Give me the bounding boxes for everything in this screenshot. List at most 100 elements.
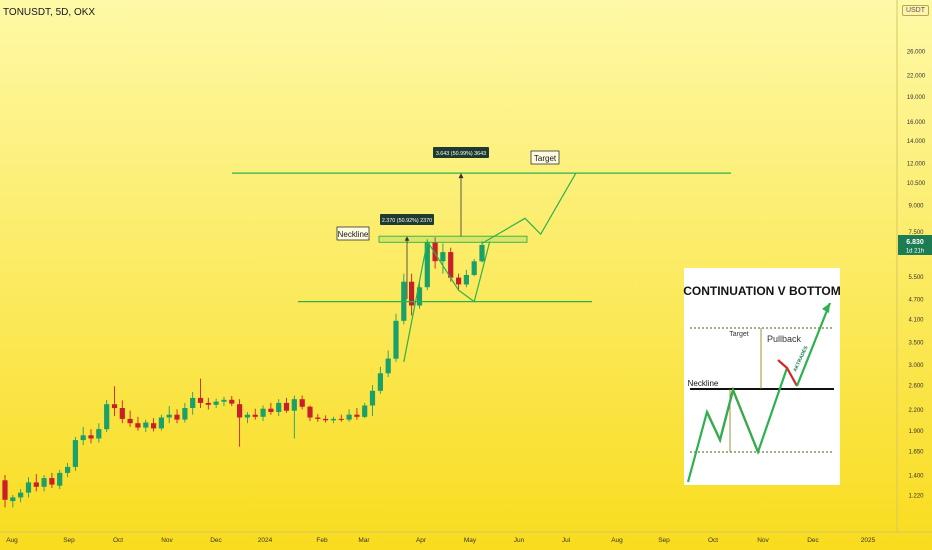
y-tick-label: 14.000 (907, 139, 926, 145)
candle-body (299, 399, 305, 407)
candle-body (221, 399, 227, 402)
y-tick-label: 5.500 (908, 275, 924, 281)
candle-body (197, 397, 204, 403)
y-tick-label: 9.000 (908, 203, 924, 209)
candle-body (276, 402, 282, 412)
candle-body (57, 472, 63, 486)
candle-body (252, 414, 258, 417)
candle-body (96, 429, 102, 439)
candle-body (104, 404, 110, 430)
currency-badge[interactable]: USDT (901, 5, 929, 16)
pattern-line (403, 239, 491, 363)
measure-arrowhead (404, 236, 410, 241)
y-tick-label: 2.600 (908, 384, 924, 390)
measure-arrowhead (458, 173, 464, 179)
candle-body (432, 242, 438, 262)
candle-body (213, 401, 219, 405)
current-price-label: 6.830 (906, 239, 924, 246)
y-tick-label: 4.700 (908, 298, 924, 304)
candle-body (10, 497, 16, 502)
inset-title: CONTINUATION V BOTTOM (683, 284, 841, 298)
candle-body (111, 404, 118, 409)
y-tick-label: 22.000 (907, 74, 926, 80)
candle-body (127, 418, 133, 424)
candle-body (448, 252, 454, 278)
x-tick-label: Mar (358, 537, 370, 544)
candle-body (244, 414, 250, 418)
projection-path (481, 172, 577, 244)
time-axis[interactable]: Aug Sep Oct Nov Dec 2024 Feb Mar Apr May Jun Jul Aug… (6, 537, 875, 544)
x-tick-label: Dec (210, 537, 222, 544)
x-tick-label: 2025 (861, 537, 876, 544)
candle-body (158, 417, 164, 429)
inset-pullback-label: Pullback (767, 334, 802, 344)
y-tick-label: 26.000 (907, 49, 926, 55)
candle-body (456, 277, 462, 285)
y-tick-label: 12.000 (907, 162, 926, 168)
candle-body (283, 402, 290, 411)
candle-body (354, 414, 360, 417)
candle-body (174, 414, 180, 420)
candle-body (369, 390, 376, 406)
candle-body (33, 482, 39, 487)
candle-body (346, 414, 352, 420)
current-price-badge (898, 235, 932, 255)
inset-neckline-label: Neckline (688, 379, 719, 388)
candle-body (463, 275, 469, 285)
inset-diagram: CONTINUATION V BOTTOM Target Pullback Ne… (683, 268, 841, 485)
candle-body (440, 252, 446, 262)
measure-large-box (433, 147, 489, 158)
x-tick-label: Oct (708, 537, 718, 544)
candles-layer (2, 237, 485, 508)
inset-path-green-final (795, 302, 832, 387)
target-label-box (530, 150, 560, 165)
y-tick-label: 3.000 (908, 363, 924, 369)
candle-body (119, 408, 125, 419)
candle-body (80, 435, 86, 441)
candle-body (166, 414, 172, 418)
target-label: Target (534, 154, 557, 163)
candle-body (229, 399, 235, 404)
measure-large-label: 3.643 (50.99%) 3643 (436, 151, 486, 157)
x-tick-label: Jul (562, 537, 571, 544)
measure-small-box (380, 214, 434, 225)
y-tick-label: 1.400 (908, 474, 924, 480)
inset-target-label: Target (729, 331, 749, 338)
candle-body (182, 408, 188, 420)
x-tick-label: Sep (63, 537, 75, 544)
candle-body (377, 373, 383, 391)
x-tick-label: Nov (757, 537, 769, 544)
x-tick-label: Oct (113, 537, 123, 544)
y-tick-label: 2.200 (908, 408, 924, 414)
x-tick-label: Apr (416, 537, 427, 544)
candle-body (260, 408, 266, 417)
x-tick-label: Aug (611, 537, 623, 544)
symbol-title: TONUSDT, 5D, OKX (3, 7, 96, 18)
candle-body (88, 435, 94, 439)
candle-body (143, 422, 149, 428)
countdown-label: 1d 21h (906, 249, 924, 255)
y-tick-label: 7.500 (908, 230, 924, 236)
y-tick-label: 10.500 (907, 181, 926, 187)
y-tick-label: 1.900 (908, 429, 924, 435)
candle-body (471, 261, 477, 275)
candle-body (338, 418, 344, 420)
inset-arrow-head (822, 303, 830, 313)
pattern-overlay (232, 172, 731, 363)
candle-body (315, 417, 321, 419)
candle-body (323, 418, 329, 421)
candle-body (330, 418, 336, 421)
candle-body (18, 492, 24, 498)
y-tick-label: 4.100 (908, 318, 924, 324)
candle-body (2, 480, 8, 500)
price-axis[interactable]: 26.000 22.000 19.000 16.000 14.000 12.000 10.5… (907, 49, 926, 499)
candle-body (479, 244, 485, 262)
x-tick-label: Nov (161, 537, 173, 544)
neckline-label-box (336, 226, 370, 241)
x-tick-label: May (464, 537, 477, 544)
candle-body (307, 406, 313, 418)
candle-body (393, 320, 399, 359)
measure-small-label: 2.370 (50.92%) 2370 (382, 218, 432, 224)
